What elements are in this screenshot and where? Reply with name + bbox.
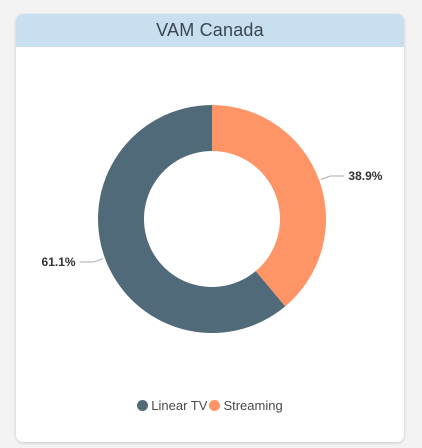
card-header: VAM Canada <box>16 14 404 47</box>
data-label-linear-tv: 61.1% <box>42 255 76 269</box>
chart-title: VAM Canada <box>156 20 264 40</box>
chart-card: VAM Canada 38.9% 61.1% Linear TV Streamin… <box>16 14 404 442</box>
donut-chart: 38.9% 61.1% <box>42 105 383 333</box>
data-label-streaming: 38.9% <box>348 169 382 183</box>
legend-label-linear-tv: Linear TV <box>151 398 208 413</box>
legend-dot-streaming <box>209 400 221 411</box>
legend-dot-linear-tv <box>137 400 149 411</box>
legend-label-streaming: Streaming <box>223 398 283 413</box>
leader-line-streaming <box>320 175 345 180</box>
donut-slice-linear-tv[interactable] <box>97 105 286 333</box>
leader-line-linear-tv <box>79 258 104 263</box>
legend-item-streaming[interactable]: Streaming <box>209 398 283 413</box>
chart-legend: Linear TV Streaming <box>16 398 404 413</box>
donut-slice-streaming[interactable] <box>212 105 326 307</box>
legend-item-linear-tv[interactable]: Linear TV <box>137 398 207 413</box>
